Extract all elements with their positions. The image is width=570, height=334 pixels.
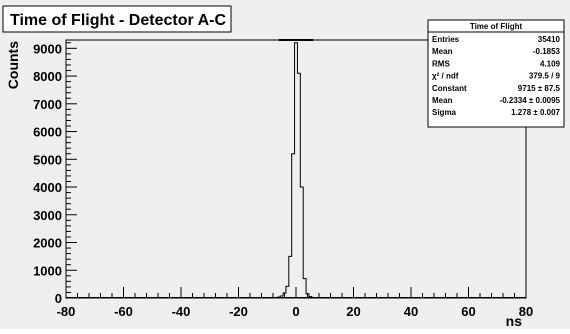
stats-value: -0.2334 ± 0.0095	[500, 96, 561, 105]
stats-label: RMS	[432, 59, 450, 68]
stats-label: Entries	[432, 35, 460, 44]
x-tick-label: 80	[519, 304, 533, 319]
title-box	[2, 5, 232, 33]
y-tick-label: 4000	[33, 180, 62, 195]
y-tick-label: 5000	[33, 152, 62, 167]
stats-box-title: Time of Flight	[470, 22, 523, 31]
y-tick-label: 9000	[33, 41, 62, 56]
stats-box-frame	[427, 19, 565, 128]
chart-title: Time of Flight - Detector A-C	[10, 12, 226, 29]
stats-label: Mean	[432, 96, 453, 105]
y-axis-label: Counts	[5, 41, 21, 89]
y-tick-label: 1000	[33, 263, 62, 278]
plot-data	[66, 39, 526, 299]
stats-label: Sigma	[432, 108, 457, 117]
x-tick-label: 40	[404, 304, 418, 319]
stats-value: 379.5 / 9	[529, 72, 561, 81]
x-tick-label: -40	[172, 304, 191, 319]
x-tick-label: -80	[57, 304, 76, 319]
y-tick-label: 2000	[33, 236, 62, 251]
x-tick-label: -20	[229, 304, 248, 319]
y-tick-label: 3000	[33, 208, 62, 223]
stats-value: -0.1853	[533, 47, 561, 56]
axes: 0 1000 2000 3000 4000 5000 6000 7000 8000 9000 -80…	[33, 41, 533, 319]
x-tick-label: -60	[114, 304, 133, 319]
stats-value: 9715 ± 87.5	[518, 84, 561, 93]
stats-label: χ² / ndf	[432, 72, 459, 81]
stats-box: Time of Flight Entries 35410 Mean -0.1853 RM…	[427, 19, 565, 128]
stats-value: 35410	[538, 35, 561, 44]
stats-label: Constant	[432, 84, 467, 93]
y-tick-label: 0	[55, 291, 62, 306]
x-tick-label: 0	[292, 304, 299, 319]
stats-label: Mean	[432, 47, 453, 56]
y-tick-label: 6000	[33, 125, 62, 140]
y-tick-label: 7000	[33, 97, 62, 112]
x-tick-label: 60	[461, 304, 475, 319]
stats-value: 4.109	[540, 59, 561, 68]
x-tick-label: 20	[346, 304, 360, 319]
y-tick-label: 8000	[33, 69, 62, 84]
x-axis-label: ns	[506, 313, 523, 329]
stats-value: 1.278 ± 0.007	[511, 108, 560, 117]
